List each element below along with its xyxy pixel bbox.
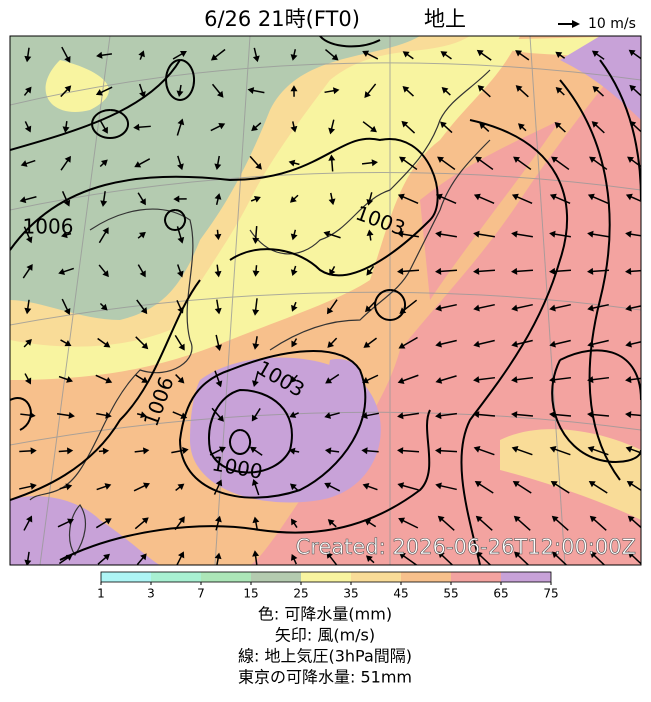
colorbar-swatch <box>451 572 501 582</box>
colorbar-swatch <box>151 572 201 582</box>
colorbar-swatch <box>101 572 151 582</box>
colorbar-tick-label: 75 <box>543 587 558 601</box>
arrow-shaft <box>19 451 32 452</box>
colorbar-swatch <box>201 572 251 582</box>
legend-line: 東京の可降水量: 51mm <box>238 668 412 687</box>
colorbar-tick-label: 3 <box>147 587 155 601</box>
level: 地上 <box>424 7 466 31</box>
colorbar-swatch <box>301 572 351 582</box>
reference-vector-label: 10 m/s <box>588 16 636 32</box>
colorbar-swatch <box>251 572 301 582</box>
contour-label: 1006 <box>23 215 74 239</box>
created-stamp: Created: 2026-06-26T12:00:00Z <box>296 535 636 559</box>
title: 6/26 21時(FT0) <box>204 7 360 31</box>
colorbar-tick-label: 45 <box>393 587 408 601</box>
colorbar-tick-label: 65 <box>493 587 508 601</box>
colorbar-swatch <box>351 572 401 582</box>
colorbar-tick-label: 35 <box>343 587 358 601</box>
colorbar-tick-label: 25 <box>293 587 308 601</box>
colorbar-swatch <box>401 572 451 582</box>
colorbar-tick-label: 1 <box>97 587 105 601</box>
map: 1006 1006 1003 1003 1000 Created: 2026-0… <box>10 36 648 569</box>
reference-arrow <box>558 20 580 28</box>
colorbar-tick-label: 7 <box>197 587 205 601</box>
colorbar: 1 3 7 15 25 35 45 55 65 75 <box>97 572 558 601</box>
colorbar-tick-label: 15 <box>243 587 258 601</box>
arrow-shaft <box>137 126 151 127</box>
colorbar-tick-label: 55 <box>443 587 458 601</box>
colorbar-swatch <box>501 572 551 582</box>
arrow-shaft <box>439 451 457 452</box>
legend-line: 色: 可降水量(mm) <box>258 605 392 624</box>
legend-line: 矢印: 風(m/s) <box>275 626 375 645</box>
legend-line: 線: 地上気圧(3hPa間隔) <box>238 647 412 666</box>
